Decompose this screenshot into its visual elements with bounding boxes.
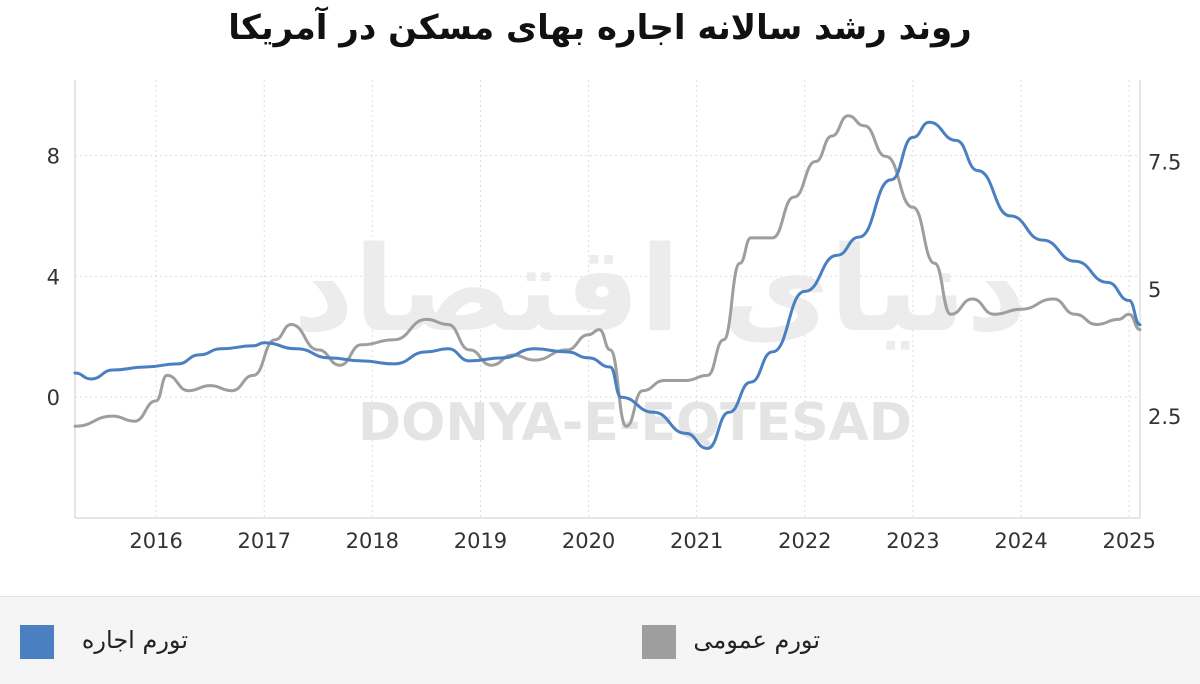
x-tick-label-2025: 2025 (1102, 529, 1155, 553)
x-tick-label-2022: 2022 (778, 529, 831, 553)
series (73, 114, 1142, 450)
legend-label-rent: تورم اجاره (81, 626, 188, 654)
grid (75, 80, 1140, 518)
watermark: دنیای اقتصاد DONYA-E-EQTESAD (293, 220, 1027, 453)
x-tick-label-2024: 2024 (994, 529, 1047, 553)
legend-swatch-general (642, 625, 676, 659)
axes (74, 80, 1141, 519)
series-line-rent-inflation (73, 120, 1142, 450)
x-tick-label-2020: 2020 (562, 529, 615, 553)
legend-swatch-rent (20, 625, 54, 659)
chart-title: روند رشد سالانه اجاره بهای مسکن در آمریک… (228, 8, 972, 48)
legend: تورم اجاره تورم عمومی (0, 596, 1200, 684)
tick-labels: 2016 2017 2018 2019 2020 2021 2022 2023 2024 2025… (47, 145, 1182, 553)
right-tick-label-7.5: 7.5 (1148, 150, 1181, 174)
x-tick-label-2017: 2017 (237, 529, 290, 553)
x-tick-label-2019: 2019 (454, 529, 507, 553)
x-tick-label-2018: 2018 (346, 529, 399, 553)
right-tick-label-5: 5 (1148, 278, 1161, 302)
left-tick-label-8: 8 (47, 145, 60, 169)
watermark-persian: دنیای اقتصاد (293, 220, 1027, 358)
series-line-general-inflation (73, 114, 1142, 428)
x-tick-label-2021: 2021 (670, 529, 723, 553)
x-tick-label-2023: 2023 (886, 529, 939, 553)
left-tick-label-0: 0 (47, 386, 60, 410)
right-tick-label-2.5: 2.5 (1148, 405, 1181, 429)
line-chart: دنیای اقتصاد DONYA-E-EQTESAD 2016 2017 201… (47, 80, 1182, 553)
x-tick-label-2016: 2016 (129, 529, 182, 553)
left-tick-label-4: 4 (47, 265, 60, 289)
legend-label-general: تورم عمومی (693, 626, 820, 654)
